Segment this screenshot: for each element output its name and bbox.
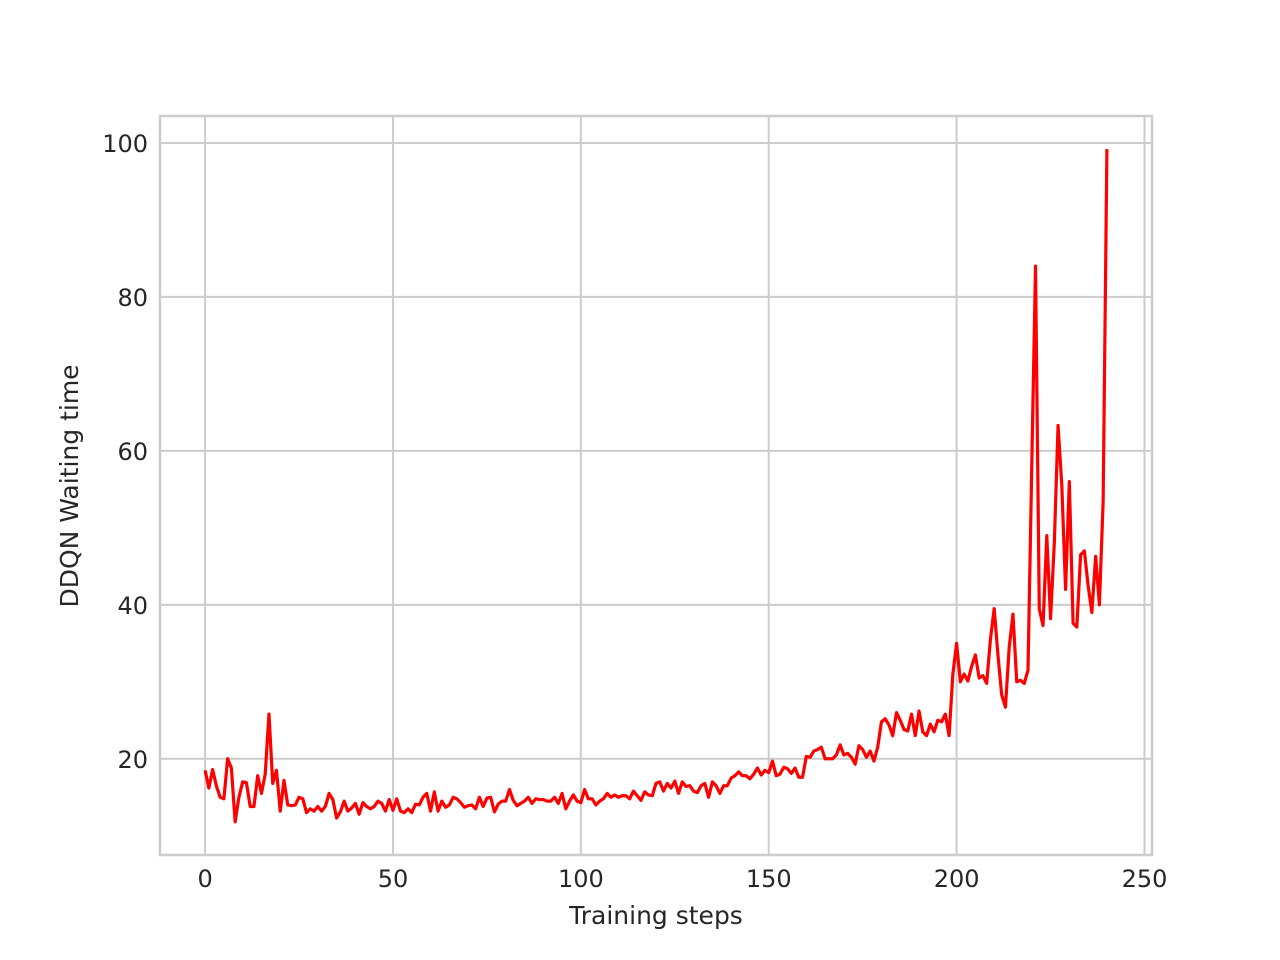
y-tick-label: 60 — [117, 438, 148, 466]
x-axis-ticks: 0 50 100 150 200 250 — [197, 865, 1167, 893]
y-axis-ticks: 20 40 60 80 100 — [102, 130, 148, 774]
series-line-waiting-time — [203, 149, 1109, 824]
x-tick-label: 200 — [934, 865, 980, 893]
x-axis-title: Training steps — [568, 901, 743, 930]
y-tick-label: 80 — [117, 284, 148, 312]
plot-frame — [158, 114, 1154, 857]
x-tick-label: 0 — [197, 865, 212, 893]
x-tick-label: 250 — [1122, 865, 1168, 893]
x-tick-label: 50 — [378, 865, 409, 893]
y-axis-title: DDQN Waiting time — [55, 364, 84, 607]
y-tick-label: 100 — [102, 130, 148, 158]
x-tick-label: 100 — [558, 865, 604, 893]
y-tick-label: 40 — [117, 592, 148, 620]
x-tick-label: 150 — [746, 865, 792, 893]
y-tick-label: 20 — [117, 746, 148, 774]
grid-lines — [160, 116, 1152, 855]
